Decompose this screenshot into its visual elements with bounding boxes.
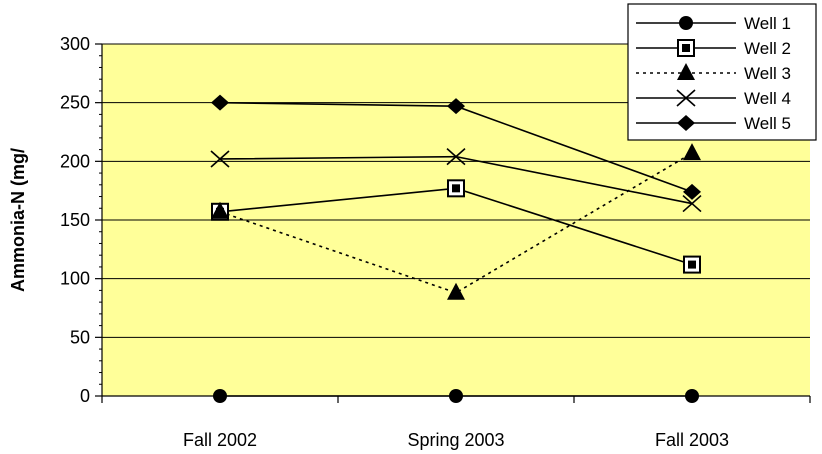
data-point-s4-2 xyxy=(683,183,701,200)
legend: Well 1 Well 2 Well 3 Well 4 Well 5 xyxy=(627,3,817,141)
legend-marker-1 xyxy=(677,39,695,57)
data-point-s4-1 xyxy=(447,98,465,115)
data-point-s3-2-stroke-2 xyxy=(682,194,702,213)
legend-label-2: Well 3 xyxy=(744,64,791,83)
data-point-s2-2 xyxy=(683,143,701,161)
data-point-s3-2 xyxy=(682,194,702,213)
data-point-s4-0 xyxy=(211,94,229,111)
data-point-s1-1 xyxy=(447,179,465,198)
y-tick-label-300: 300 xyxy=(60,34,90,54)
legend-marker-2 xyxy=(677,63,695,80)
data-point-s1-2 xyxy=(683,255,701,274)
legend-marker-4 xyxy=(677,115,695,131)
legend-label-4: Well 5 xyxy=(744,114,791,133)
legend-label-0: Well 1 xyxy=(744,14,791,33)
series-markers xyxy=(210,94,702,403)
x-tick-label-2: Fall 2003 xyxy=(655,430,729,450)
y-axis-title: Ammonia-N (mg/ xyxy=(8,148,28,292)
data-point-s2-0 xyxy=(211,201,229,219)
legend-marker-3-stroke-2 xyxy=(676,89,696,107)
data-point-s0-1 xyxy=(449,389,463,403)
data-point-s3-1 xyxy=(446,148,466,166)
x-tick-label-0: Fall 2002 xyxy=(183,430,257,450)
data-point-s1-1-inner xyxy=(452,184,460,193)
data-point-s0-0 xyxy=(213,389,227,403)
x-tick-label-1: Spring 2003 xyxy=(407,430,504,450)
data-point-s2-1 xyxy=(447,282,465,300)
y-tick-label-100: 100 xyxy=(60,269,90,289)
data-point-s3-0 xyxy=(210,150,230,168)
legend-label-3: Well 4 xyxy=(744,89,791,108)
legend-box xyxy=(627,3,817,141)
data-point-s3-0-stroke-2 xyxy=(210,150,230,168)
legend-marker-0 xyxy=(679,16,693,30)
y-tick-label-250: 250 xyxy=(60,93,90,113)
data-point-s0-2 xyxy=(685,389,699,403)
y-tick-label-0: 0 xyxy=(80,386,90,406)
legend-label-1: Well 2 xyxy=(744,39,791,58)
legend-marker-1-inner xyxy=(682,44,690,52)
legend-marker-3 xyxy=(676,89,696,107)
x-tick-labels: Fall 2002 Spring 2003 Fall 2003 xyxy=(183,430,729,450)
y-tick-label-200: 200 xyxy=(60,151,90,171)
y-tick-labels: 0 50 100 150 200 250 300 xyxy=(60,34,90,406)
y-tick-label-50: 50 xyxy=(70,327,90,347)
y-tick-label-150: 150 xyxy=(60,210,90,230)
data-point-s3-1-stroke-2 xyxy=(446,148,466,166)
data-point-s1-2-inner xyxy=(688,260,696,269)
